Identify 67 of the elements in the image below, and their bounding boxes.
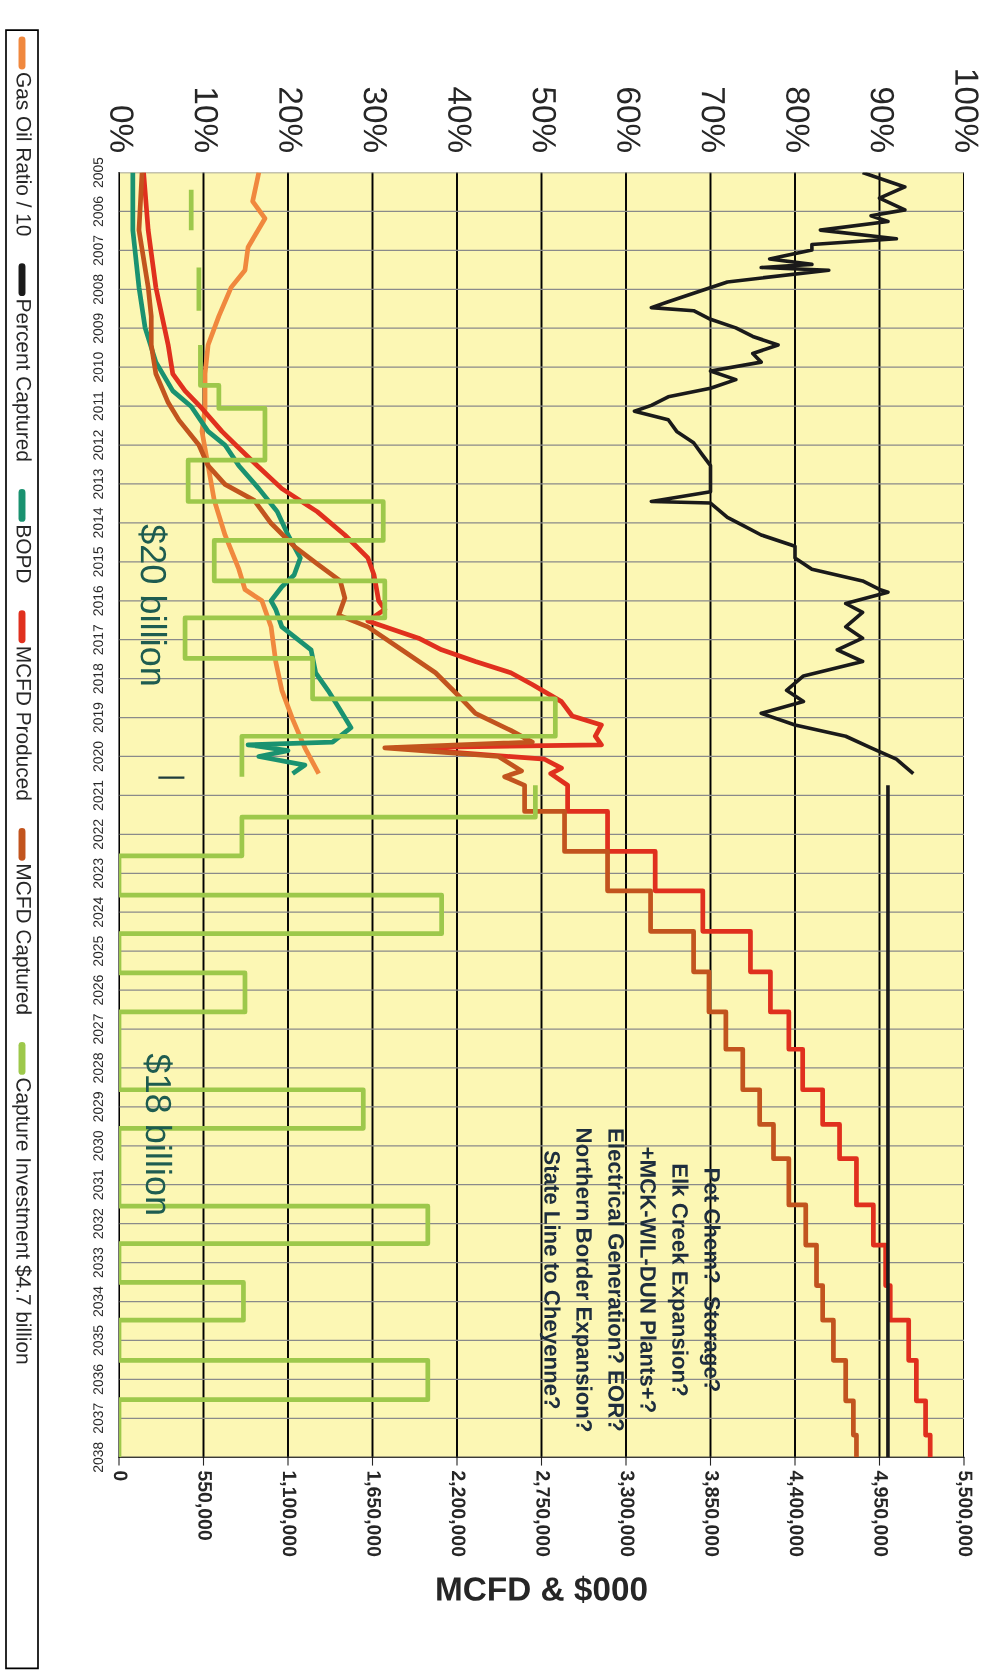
annotation: $18 billion: [143, 1053, 173, 1214]
x2-tick-label: 10%: [194, 88, 219, 152]
y-tick-label: 2015: [93, 546, 104, 577]
x-tick-label: 550,000: [195, 1471, 213, 1540]
x-tick-label: 1,100,000: [279, 1471, 297, 1557]
x2-tick-label: 60%: [617, 88, 641, 152]
x2-tick-label: 20%: [279, 88, 303, 152]
y-tick-label: 2036: [93, 1364, 104, 1395]
y-tick-label: 2006: [93, 196, 104, 227]
y-tick-label: 2020: [93, 741, 104, 772]
y-tick-label: 2012: [93, 430, 104, 460]
y-tick-label: 2019: [93, 702, 104, 733]
y-tick-label: 2034: [93, 1286, 104, 1317]
x-tick-label: 5,500,000: [955, 1471, 973, 1557]
x-tick-label: 3,850,000: [702, 1470, 720, 1557]
y-tick-label: 2016: [93, 585, 104, 616]
y-tick-label: 2028: [93, 1053, 104, 1083]
legend-label: Gas Oil Ratio / 10: [16, 73, 32, 236]
y-tick-label: 2032: [93, 1208, 104, 1239]
y-tick-label: 2009: [93, 313, 104, 343]
y-tick-label: 2031: [93, 1169, 104, 1200]
x2-tick-label: 40%: [448, 87, 472, 152]
x-tick-label: 3,300,000: [617, 1470, 635, 1557]
y-tick-label: 2037: [93, 1403, 104, 1434]
legend-label: MCFD Produced: [16, 647, 32, 800]
y-tick-label: 2035: [93, 1325, 104, 1356]
x-tick-label: 4,950,000: [871, 1470, 889, 1557]
legend-label: Capture Investment $4.7 billion: [12, 1078, 32, 1364]
y-tick-label: 2017: [93, 624, 104, 655]
x2-tick-label: 0%: [110, 106, 134, 152]
y-tick-label: 2024: [93, 897, 104, 927]
x2-tick-label: 70%: [701, 88, 726, 152]
y-tick-label: 2008: [93, 274, 104, 305]
y-tick-label: 2014: [93, 507, 104, 538]
x-axis-title: MCFD & $000: [437, 1575, 647, 1604]
legend-label: Percent Captured: [12, 300, 32, 461]
x-tick-label: 0: [113, 1471, 128, 1481]
y-tick-label: 2018: [93, 663, 104, 694]
y-tick-label: 2023: [93, 858, 104, 889]
x-tick-label: 1,650,000: [364, 1471, 382, 1557]
y-tick-label: 2021: [93, 780, 104, 811]
y-tick-label: 2026: [93, 975, 104, 1005]
x2-tick-label: 90%: [870, 87, 895, 152]
y-tick-label: 2038: [93, 1442, 104, 1472]
y-tick-label: 2005: [93, 157, 104, 188]
annotation: Pet Chem? Storage? Elk Creek Expansion? +MCK-WIL-DUN Plants+? Electrical Generation? EOR? Northern Border Expansion? State Line to Cheyenne?: [539, 1128, 721, 1432]
y-tick-label: 2033: [93, 1247, 104, 1278]
x2-tick-label: 30%: [363, 87, 388, 152]
x-tick-label: 2,750,000: [533, 1471, 551, 1557]
y-tick-label: 2027: [93, 1014, 104, 1044]
y-tick-label: 2011: [93, 391, 104, 421]
x2-tick-label: 100%: [955, 70, 979, 152]
annotation: |: [158, 776, 185, 779]
x2-tick-label: 80%: [786, 87, 810, 152]
y-tick-label: 2025: [93, 936, 104, 966]
y-tick-label: 2030: [93, 1130, 104, 1161]
x-tick-label: 2,200,000: [448, 1471, 466, 1557]
x2-tick-label: 50%: [532, 87, 557, 152]
y-tick-label: 2007: [93, 235, 104, 266]
legend-label: MCFD Captured: [12, 865, 32, 1014]
y-tick-label: 2029: [93, 1092, 104, 1122]
y-tick-label: 2010: [93, 352, 104, 382]
legend-label: BOPD: [16, 526, 32, 583]
y-tick-label: 2022: [93, 819, 104, 850]
x-tick-label: 4,400,000: [786, 1470, 804, 1557]
y-tick-label: 2013: [93, 469, 104, 499]
annotation: $20 billion: [138, 524, 168, 685]
